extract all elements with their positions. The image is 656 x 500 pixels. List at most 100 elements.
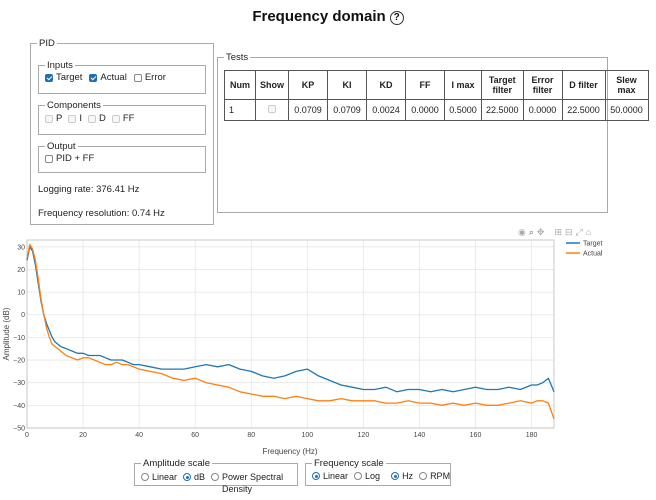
header-slew-max: Slew max bbox=[604, 70, 649, 100]
cell-show bbox=[255, 99, 289, 121]
header-num: Num bbox=[224, 70, 256, 100]
x-tick-label: 160 bbox=[470, 432, 482, 439]
header-d-filter: D filter bbox=[561, 70, 606, 100]
actual-checkbox[interactable] bbox=[89, 73, 98, 82]
frequency-hz-radio[interactable] bbox=[391, 472, 400, 480]
zoom-in-icon[interactable]: ⊞ bbox=[554, 227, 562, 237]
frequency-linear-label: Linear bbox=[323, 471, 349, 481]
amplitude-db-label: dB bbox=[194, 472, 206, 482]
reset-axes-icon[interactable]: ⌂ bbox=[585, 227, 592, 237]
amplitude-psd-radio[interactable] bbox=[211, 473, 220, 481]
y-tick-label: −20 bbox=[13, 358, 25, 365]
pid-ff-checkbox-label: PID + FF bbox=[56, 153, 95, 164]
target-checkbox[interactable] bbox=[45, 73, 53, 82]
cell-kp: 0.0709 bbox=[288, 99, 328, 121]
x-tick-label: 20 bbox=[79, 432, 87, 439]
header-show: Show bbox=[255, 70, 289, 100]
amplitude-psd-label: Power Spectral Density bbox=[222, 472, 284, 494]
zoom-out-icon[interactable]: ⊟ bbox=[565, 227, 573, 237]
x-tick-label: 40 bbox=[135, 432, 143, 439]
tests-panel: Tests bbox=[217, 52, 608, 213]
cell-ff: 0.0000 bbox=[405, 99, 445, 121]
header-kp: KP bbox=[288, 70, 328, 100]
inputs-legend: Inputs bbox=[47, 60, 73, 71]
target-checkbox-label: Target bbox=[56, 72, 83, 83]
autoscale-icon[interactable]: ⤢ bbox=[575, 227, 583, 237]
legend-label-target: Target bbox=[583, 241, 603, 248]
cell-slew-max: 50.0000 bbox=[604, 99, 649, 121]
amplitude-db-radio[interactable] bbox=[183, 473, 192, 481]
cell-ki: 0.0709 bbox=[327, 99, 367, 121]
header-imax: I max bbox=[444, 70, 482, 100]
amplitude-linear-label: Linear bbox=[152, 472, 178, 482]
x-tick-label: 80 bbox=[247, 432, 255, 439]
cell-kd: 0.0024 bbox=[366, 99, 406, 121]
plot-area bbox=[26, 239, 555, 429]
d-checkbox[interactable] bbox=[87, 114, 96, 123]
series-line-target bbox=[26, 246, 555, 393]
zoom-icon[interactable]: ⌕ bbox=[528, 227, 534, 237]
tests-header-row: Num Show KP KI KD FF I max Target filter… bbox=[224, 70, 649, 100]
frequency-scale-legend: Frequency scale bbox=[314, 458, 384, 469]
pid-panel: PID bbox=[30, 38, 214, 225]
frequency-resolution: Frequency resolution: 0.74 Hz bbox=[38, 208, 165, 219]
inputs-group: Inputs Target Actual Error bbox=[38, 60, 206, 94]
chart-legend[interactable]: Target Actual bbox=[566, 241, 603, 258]
cell-imax: 0.5000 bbox=[444, 99, 482, 121]
frequency-hz-label: Hz bbox=[402, 471, 414, 481]
i-checkbox[interactable] bbox=[68, 114, 77, 123]
logging-rate: Logging rate: 376.41 Hz bbox=[38, 184, 140, 195]
y-tick-label: −10 bbox=[13, 335, 25, 342]
help-icon[interactable]: ? bbox=[389, 11, 404, 25]
p-checkbox-label: P bbox=[56, 113, 63, 124]
frequency-log-radio[interactable] bbox=[354, 472, 363, 480]
frequency-linear-radio[interactable] bbox=[312, 472, 320, 480]
output-legend: Output bbox=[47, 141, 76, 152]
y-axis-ticks: −50 −40 −30 −20 −10 0 10 20 30 bbox=[13, 244, 25, 432]
cell-num: 1 bbox=[224, 99, 256, 121]
frequency-log-label: Log bbox=[365, 471, 381, 481]
camera-icon[interactable]: ◉ bbox=[518, 227, 526, 237]
cell-error-filter: 0.0000 bbox=[522, 99, 563, 121]
x-tick-label: 0 bbox=[25, 432, 29, 439]
cell-target-filter: 22.5000 bbox=[481, 99, 524, 121]
ff-checkbox[interactable] bbox=[111, 114, 120, 123]
pid-ff-checkbox[interactable] bbox=[45, 154, 53, 163]
x-tick-label: 140 bbox=[414, 432, 426, 439]
amplitude-linear-radio[interactable] bbox=[141, 473, 149, 481]
x-tick-label: 60 bbox=[191, 432, 199, 439]
ff-checkbox-label: FF bbox=[122, 113, 135, 124]
frequency-rpm-radio[interactable] bbox=[419, 472, 428, 480]
y-axis-label: Amplitude (dB) bbox=[2, 307, 11, 360]
actual-checkbox-label: Actual bbox=[100, 72, 127, 83]
chart-grid bbox=[26, 240, 554, 429]
series-lines bbox=[26, 243, 555, 420]
x-axis-label: Frequency (Hz) bbox=[262, 447, 317, 456]
x-tick-label: 120 bbox=[358, 432, 370, 439]
show-checkbox[interactable] bbox=[268, 105, 276, 113]
y-tick-label: 20 bbox=[17, 267, 25, 274]
tests-legend: Tests bbox=[226, 52, 249, 63]
tests-table: Num Show KP KI KD FF I max Target filter… bbox=[224, 70, 649, 121]
y-tick-label: −40 bbox=[13, 403, 25, 410]
series-line-actual bbox=[26, 243, 555, 420]
frequency-rpm-label: RPM bbox=[430, 471, 451, 481]
header-target-filter: Target filter bbox=[481, 70, 524, 100]
header-ki: KI bbox=[327, 70, 367, 100]
frequency-scale-group: Frequency scale Linear Log Hz RPM bbox=[305, 458, 452, 486]
p-checkbox[interactable] bbox=[45, 114, 53, 123]
page-title: Frequency domain? bbox=[0, 8, 656, 25]
header-error-filter: Error filter bbox=[522, 70, 563, 100]
x-tick-label: 100 bbox=[301, 432, 313, 439]
amplitude-scale-legend: Amplitude scale bbox=[143, 458, 211, 469]
y-tick-label: 10 bbox=[17, 290, 25, 297]
header-kd: KD bbox=[366, 70, 406, 100]
y-tick-label: 30 bbox=[17, 244, 25, 251]
d-checkbox-label: D bbox=[98, 113, 106, 124]
pan-icon[interactable]: ✥ bbox=[536, 227, 545, 237]
y-tick-label: −50 bbox=[13, 426, 25, 433]
y-tick-label: 0 bbox=[21, 312, 25, 319]
error-checkbox[interactable] bbox=[133, 73, 142, 82]
components-group: Components P I D FF bbox=[38, 100, 206, 135]
cell-d-filter: 22.5000 bbox=[561, 99, 606, 121]
